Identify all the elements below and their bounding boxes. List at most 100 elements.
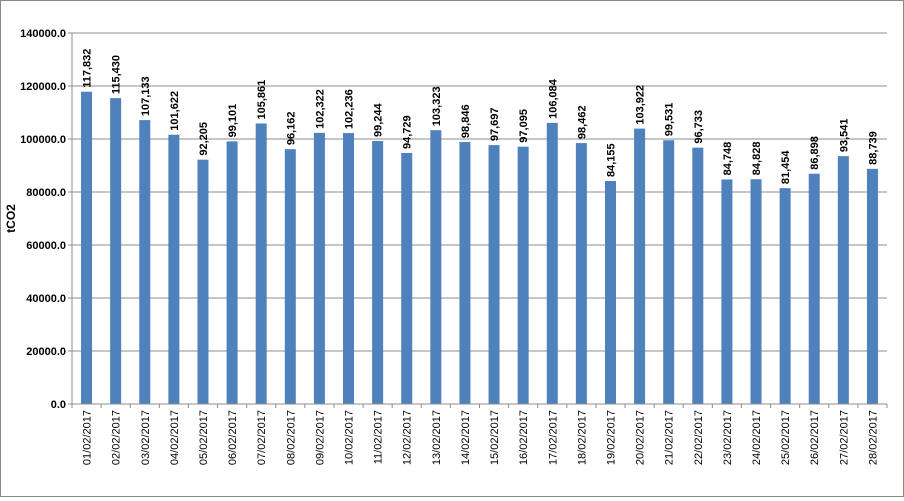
- data-label: 117,832: [82, 49, 94, 88]
- data-label: 99,244: [373, 102, 385, 137]
- x-tick-label: 11/02/2017: [373, 410, 385, 464]
- data-labels: 117,832 115,430 107,133 101,622 92,205 99,101…: [82, 49, 880, 185]
- y-tick-label: 80000.0: [26, 187, 66, 199]
- bar: [401, 152, 413, 404]
- bar: [139, 120, 151, 405]
- bar: [284, 149, 296, 404]
- data-label: 106,084: [547, 78, 559, 119]
- data-label: 98,846: [460, 104, 472, 138]
- y-tick-label: 120000.0: [20, 81, 66, 93]
- data-label: 115,430: [111, 55, 123, 94]
- x-tick-label: 16/02/2017: [518, 410, 530, 465]
- data-label: 88,739: [867, 131, 879, 165]
- bar: [372, 141, 384, 404]
- bar: [663, 140, 675, 404]
- y-tick-label: 40000.0: [26, 293, 66, 305]
- bar: [779, 188, 791, 404]
- x-tick-label: 19/02/2017: [605, 410, 617, 465]
- bar: [343, 133, 355, 405]
- x-tick-label: 25/02/2017: [780, 410, 792, 465]
- data-label: 84,828: [751, 142, 763, 176]
- bar: [488, 145, 500, 404]
- y-tick-label: 0.0: [51, 399, 66, 411]
- data-label: 97,697: [489, 107, 501, 141]
- x-tick-label: 27/02/2017: [838, 410, 850, 465]
- y-axis-ticks: 0.0 20000.0 40000.0 60000.0 80000.0 100000.0 1…: [20, 28, 72, 411]
- data-label: 84,748: [722, 142, 734, 176]
- y-tick-label: 20000.0: [26, 346, 66, 358]
- x-tick-label: 18/02/2017: [576, 410, 588, 465]
- bar: [110, 98, 122, 404]
- data-label: 101,622: [169, 91, 181, 131]
- x-tick-label: 28/02/2017: [867, 410, 879, 465]
- data-label: 103,323: [431, 86, 443, 126]
- x-axis-ticks: 01/02/2017 02/02/2017 03/02/2017 04/02/2017…: [71, 404, 888, 465]
- bar: [459, 142, 471, 404]
- x-tick-label: 12/02/2017: [402, 410, 414, 465]
- gridlines: [72, 32, 887, 405]
- data-label: 93,541: [838, 118, 850, 152]
- bar: [575, 143, 587, 405]
- x-tick-label: 03/02/2017: [140, 410, 152, 465]
- data-label: 97,095: [518, 109, 530, 143]
- x-tick-label: 23/02/2017: [722, 410, 734, 465]
- x-tick-label: 21/02/2017: [664, 410, 676, 465]
- x-tick-label: 08/02/2017: [285, 410, 297, 465]
- data-label: 94,729: [402, 115, 414, 149]
- x-tick-label: 01/02/2017: [82, 410, 94, 465]
- x-tick-label: 17/02/2017: [547, 410, 559, 465]
- y-tick-label: 60000.0: [26, 240, 66, 252]
- bar: [517, 146, 529, 405]
- data-label: 96,162: [285, 112, 297, 146]
- bar: [197, 159, 209, 404]
- x-tick-label: 26/02/2017: [809, 410, 821, 465]
- x-tick-label: 05/02/2017: [198, 410, 210, 465]
- bar: [546, 122, 558, 404]
- data-label: 107,133: [140, 76, 152, 116]
- x-tick-label: 06/02/2017: [227, 410, 239, 465]
- data-label: 81,454: [780, 150, 792, 185]
- x-tick-label: 22/02/2017: [693, 410, 705, 465]
- data-label: 84,155: [605, 143, 617, 177]
- bars: [81, 91, 878, 405]
- data-label: 92,205: [198, 122, 210, 156]
- bar: [604, 180, 616, 404]
- bar: [313, 132, 325, 405]
- bar: [634, 128, 646, 404]
- bar: [81, 91, 93, 404]
- data-label: 102,236: [344, 89, 356, 129]
- y-tick-label: 100000.0: [20, 134, 66, 146]
- x-tick-label: 10/02/2017: [344, 410, 356, 465]
- bar: [168, 134, 180, 404]
- data-label: 105,861: [256, 80, 268, 120]
- y-axis-label: tCO2: [4, 204, 18, 233]
- bar: [255, 123, 267, 404]
- data-label: 98,462: [576, 105, 588, 139]
- bar: [866, 168, 878, 404]
- data-label: 102,322: [314, 89, 326, 129]
- data-label: 99,531: [664, 103, 676, 137]
- bar: [808, 173, 820, 404]
- x-tick-label: 15/02/2017: [489, 410, 501, 465]
- y-tick-label: 140000.0: [20, 28, 66, 40]
- data-label: 99,101: [227, 104, 239, 138]
- x-tick-label: 24/02/2017: [751, 410, 763, 465]
- bar: [430, 130, 442, 405]
- bar: [837, 156, 849, 404]
- x-tick-label: 14/02/2017: [460, 410, 472, 465]
- x-tick-label: 13/02/2017: [431, 410, 443, 465]
- data-label: 86,898: [809, 136, 821, 170]
- data-label: 96,733: [693, 110, 705, 144]
- x-tick-label: 04/02/2017: [169, 410, 181, 465]
- bar: [226, 141, 238, 404]
- x-tick-label: 09/02/2017: [314, 410, 326, 465]
- x-tick-label: 20/02/2017: [635, 410, 647, 465]
- bar: [721, 179, 733, 404]
- bar: [750, 179, 762, 404]
- bar: [692, 147, 704, 405]
- x-tick-label: 07/02/2017: [256, 410, 268, 465]
- data-label: 103,922: [635, 85, 647, 125]
- x-tick-label: 02/02/2017: [111, 410, 123, 465]
